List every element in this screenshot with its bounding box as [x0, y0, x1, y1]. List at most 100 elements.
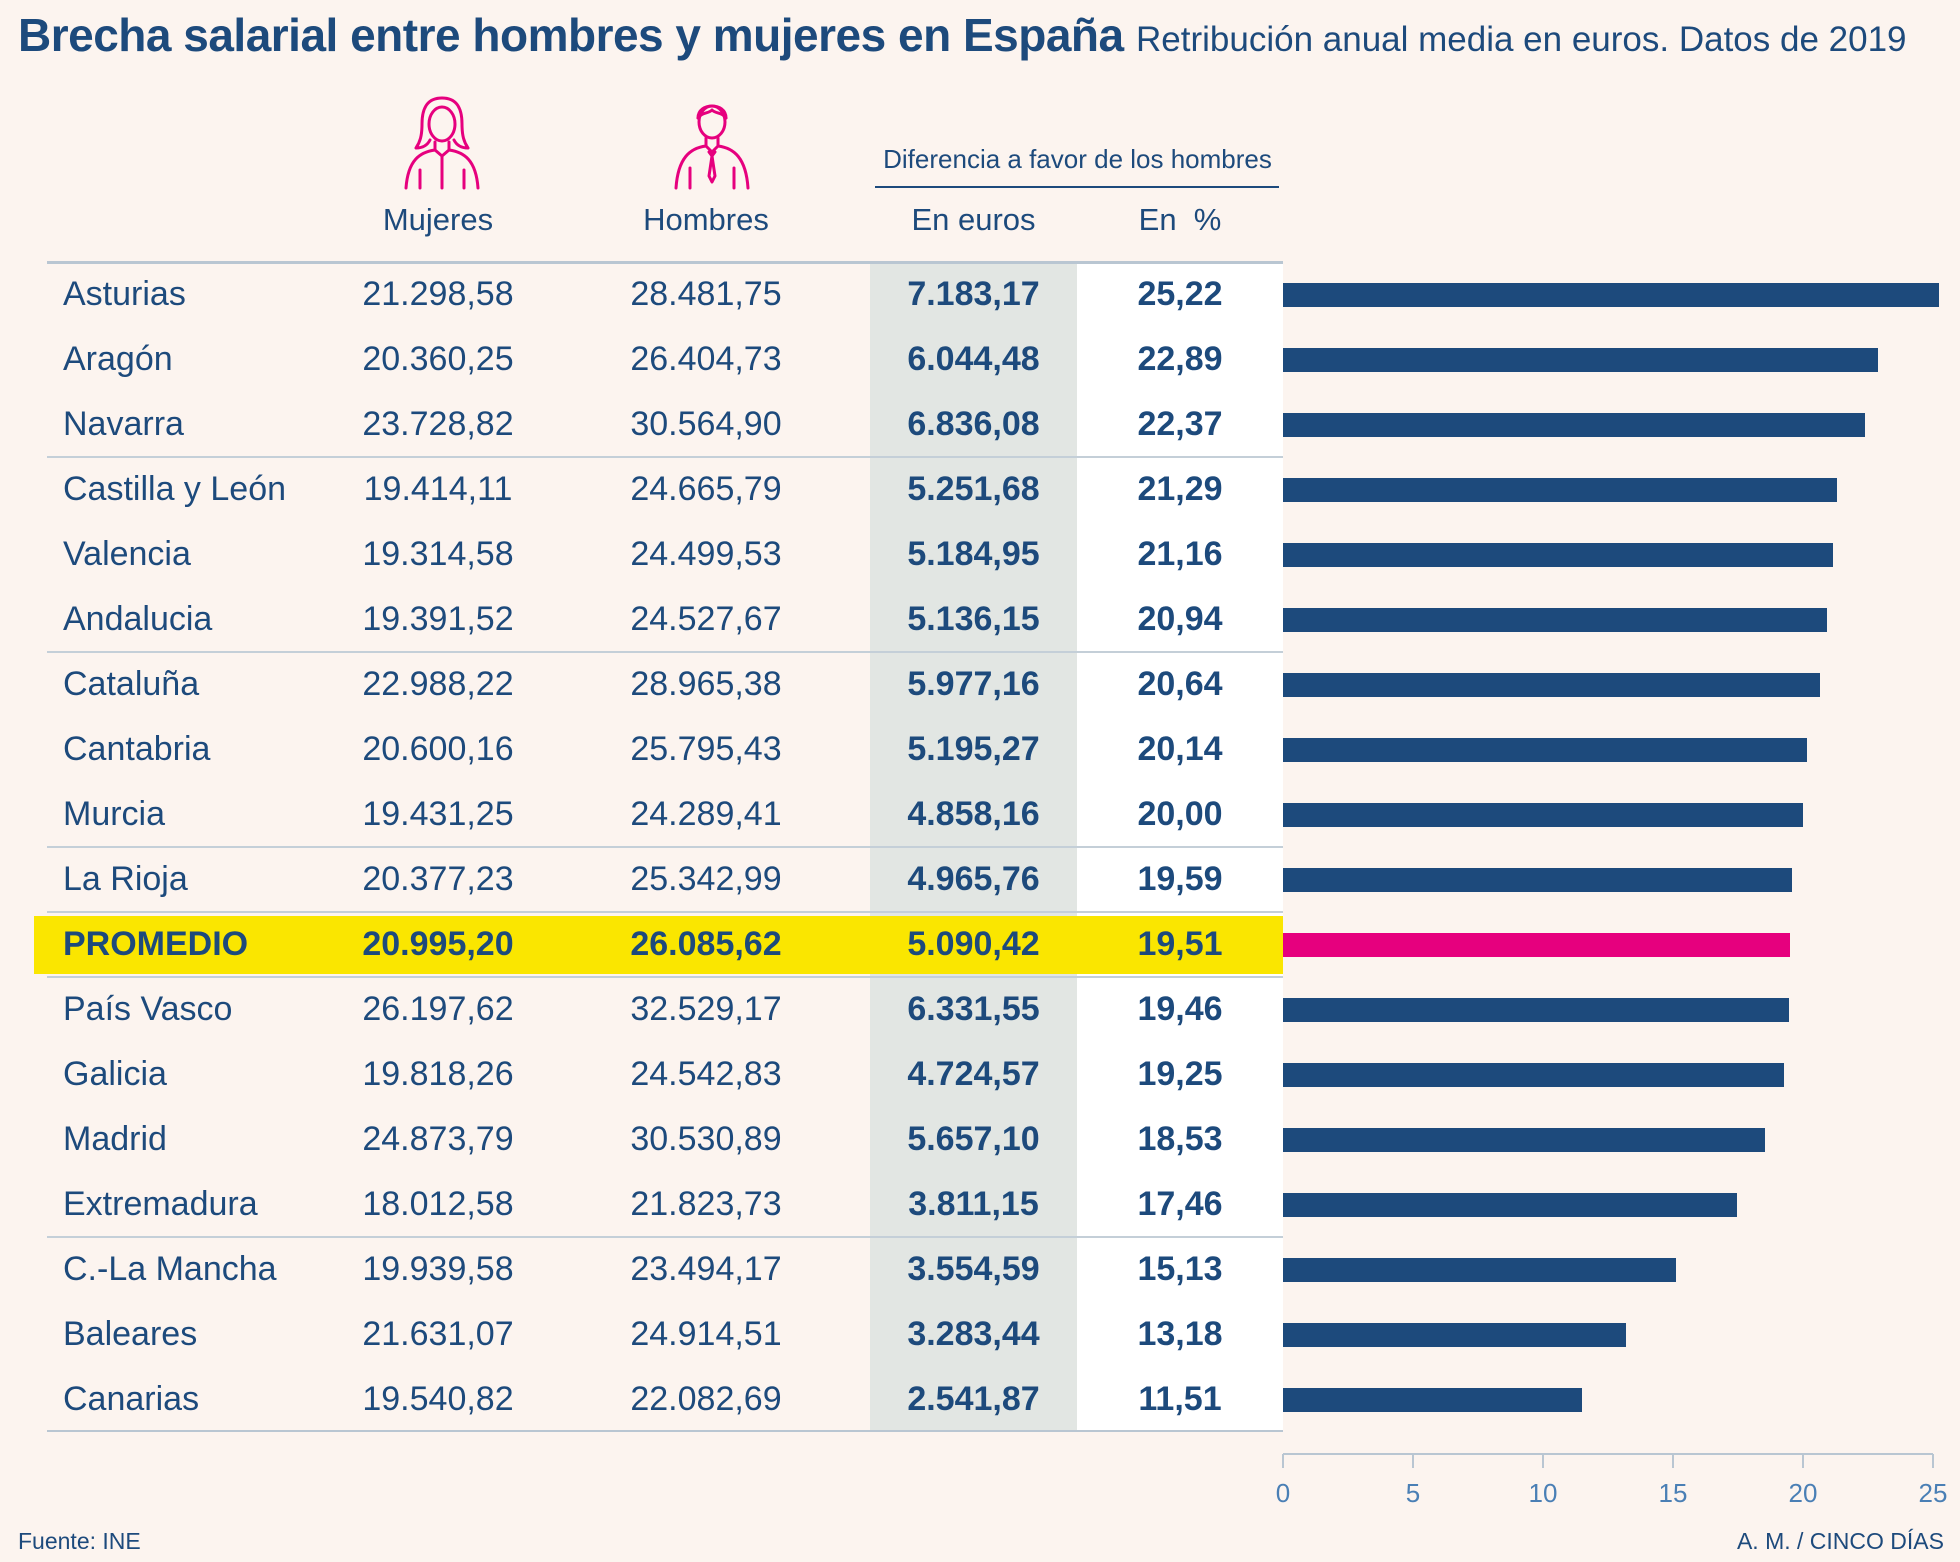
men-salary-cell: 26.404,73 [630, 340, 782, 378]
women-salary-cell: 19.939,58 [362, 1250, 514, 1288]
women-salary-cell: 19.431,25 [362, 795, 514, 833]
group-separator [47, 651, 1283, 653]
chart-title: Brecha salarial entre hombres y mujeres … [18, 9, 1124, 61]
difference-percent-cell: 21,29 [1137, 470, 1223, 508]
men-salary-cell: 28.481,75 [630, 275, 782, 313]
difference-euros-cell: 5.657,10 [907, 1120, 1040, 1158]
group-separator [47, 1236, 1283, 1238]
difference-euros-cell: 7.183,17 [907, 275, 1040, 313]
column-group-header: Diferencia a favor de los hombres [883, 144, 1272, 174]
bar [1283, 803, 1803, 827]
difference-euros-cell: 5.977,16 [907, 665, 1040, 703]
group-separator [47, 456, 1283, 458]
difference-euros-cell: 5.090,42 [907, 925, 1040, 963]
difference-euros-cell: 3.554,59 [907, 1250, 1040, 1288]
bar [1283, 673, 1820, 697]
women-salary-cell: 19.314,58 [362, 535, 514, 573]
women-salary-cell: 26.197,62 [362, 990, 514, 1028]
difference-percent-cell: 19,46 [1137, 990, 1223, 1028]
women-salary-cell: 20.377,23 [362, 860, 514, 898]
average-bar [1283, 933, 1791, 957]
table-row: Cantabria 20.600,16 25.795,43 5.195,27 20,14 [0, 717, 1960, 782]
bar [1283, 413, 1865, 437]
women-salary-cell: 21.631,07 [362, 1315, 514, 1353]
axis-tick-label: 0 [1276, 1478, 1290, 1508]
difference-euros-cell: 6.044,48 [907, 340, 1040, 378]
men-salary-cell: 24.289,41 [630, 795, 782, 833]
table-row: Aragón 20.360,25 26.404,73 6.044,48 22,89 [0, 327, 1960, 392]
table-row: La Rioja 20.377,23 25.342,99 4.965,76 19,59 [0, 847, 1960, 912]
axis-tick-label: 20 [1789, 1478, 1818, 1508]
women-salary-cell: 19.391,52 [362, 600, 514, 638]
region-cell: País Vasco [63, 990, 233, 1028]
difference-percent-cell: 22,37 [1137, 405, 1223, 443]
difference-euros-cell: 2.541,87 [907, 1380, 1040, 1418]
bar [1283, 868, 1793, 892]
axis-tick-label: 10 [1529, 1478, 1558, 1508]
region-cell: Valencia [63, 535, 191, 573]
difference-percent-cell: 13,18 [1137, 1315, 1223, 1353]
difference-percent-cell: 17,46 [1137, 1185, 1223, 1223]
average-row: PROMEDIO 20.995,20 26.085,62 5.090,42 19,51 [0, 912, 1960, 977]
difference-percent-cell: 19,59 [1137, 860, 1223, 898]
table-row: Cataluña 22.988,22 28.965,38 5.977,16 20,64 [0, 652, 1960, 717]
table-row: Madrid 24.873,79 30.530,89 5.657,10 18,53 [0, 1107, 1960, 1172]
region-cell: Andalucia [63, 600, 213, 638]
men-salary-cell: 32.529,17 [630, 990, 782, 1028]
difference-euros-cell: 5.251,68 [907, 470, 1040, 508]
source-note: Fuente: INE [18, 1528, 141, 1554]
men-salary-cell: 24.542,83 [630, 1055, 782, 1093]
column-group-divider [875, 186, 1279, 188]
women-salary-cell: 20.360,25 [362, 340, 514, 378]
region-cell: Asturias [63, 275, 186, 313]
bar [1283, 738, 1807, 762]
women-salary-cell: 21.298,58 [362, 275, 514, 313]
region-cell: Canarias [63, 1380, 200, 1418]
difference-euros-cell: 4.858,16 [907, 795, 1040, 833]
bar [1283, 1323, 1626, 1347]
column-header-percent: En % [1138, 202, 1222, 237]
women-salary-cell: 23.728,82 [362, 405, 514, 443]
men-salary-cell: 21.823,73 [630, 1185, 782, 1223]
men-salary-cell: 25.795,43 [630, 730, 782, 768]
women-salary-cell: 19.818,26 [362, 1055, 514, 1093]
bar [1283, 283, 1939, 307]
women-salary-cell: 22.988,22 [362, 665, 514, 703]
group-separator [47, 846, 1283, 848]
difference-percent-cell: 20,64 [1137, 665, 1223, 703]
difference-euros-cell: 4.965,76 [907, 860, 1040, 898]
men-salary-cell: 23.494,17 [630, 1250, 782, 1288]
region-cell: Baleares [63, 1315, 198, 1353]
table-row: Baleares 21.631,07 24.914,51 3.283,44 13,18 [0, 1302, 1960, 1367]
difference-percent-cell: 25,22 [1137, 275, 1223, 313]
bar [1283, 478, 1837, 502]
bar [1283, 348, 1879, 372]
table-row: Murcia 19.431,25 24.289,41 4.858,16 20,00 [0, 782, 1960, 847]
difference-euros-cell: 5.136,15 [907, 600, 1040, 638]
difference-percent-cell: 19,25 [1137, 1055, 1223, 1093]
men-salary-cell: 25.342,99 [630, 860, 782, 898]
table-row: Andalucia 19.391,52 24.527,67 5.136,15 20,94 [0, 587, 1960, 652]
difference-euros-cell: 4.724,57 [907, 1055, 1040, 1093]
difference-percent-cell: 21,16 [1137, 535, 1223, 573]
region-cell: Navarra [63, 405, 184, 443]
women-salary-cell: 20.600,16 [362, 730, 514, 768]
region-cell: La Rioja [63, 860, 188, 898]
region-cell: PROMEDIO [63, 925, 249, 963]
column-header-euros: En euros [911, 202, 1036, 237]
difference-percent-cell: 20,94 [1137, 600, 1223, 638]
difference-percent-cell: 22,89 [1137, 340, 1223, 378]
chart-subtitle: Retribución anual media en euros. Datos … [1136, 20, 1907, 59]
table-row: Galicia 19.818,26 24.542,83 4.724,57 19,25 [0, 1042, 1960, 1107]
bar [1283, 998, 1789, 1022]
bar [1283, 1388, 1583, 1412]
women-salary-cell: 18.012,58 [362, 1185, 514, 1223]
bar [1283, 1258, 1677, 1282]
men-salary-cell: 24.527,67 [630, 600, 782, 638]
women-salary-cell: 19.414,11 [363, 470, 513, 508]
table-row: Navarra 23.728,82 30.564,90 6.836,08 22,37 [0, 392, 1960, 457]
bar [1283, 543, 1834, 567]
difference-euros-cell: 5.184,95 [907, 535, 1040, 573]
region-cell: Galicia [63, 1055, 167, 1093]
difference-percent-cell: 19,51 [1137, 925, 1223, 963]
